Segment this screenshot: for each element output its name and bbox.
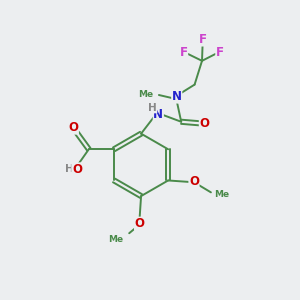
Text: Me: Me [108,235,123,244]
Text: H: H [148,103,157,113]
Text: O: O [135,217,145,230]
Text: F: F [199,33,207,46]
Text: O: O [72,163,82,176]
Text: O: O [200,117,209,130]
Text: N: N [153,108,163,121]
Text: Me: Me [214,190,229,199]
Text: N: N [172,90,182,103]
Text: O: O [189,176,199,188]
Text: O: O [68,121,78,134]
Text: Me: Me [138,90,153,99]
Text: F: F [180,46,188,59]
Text: H: H [64,164,73,175]
Text: F: F [216,46,224,59]
